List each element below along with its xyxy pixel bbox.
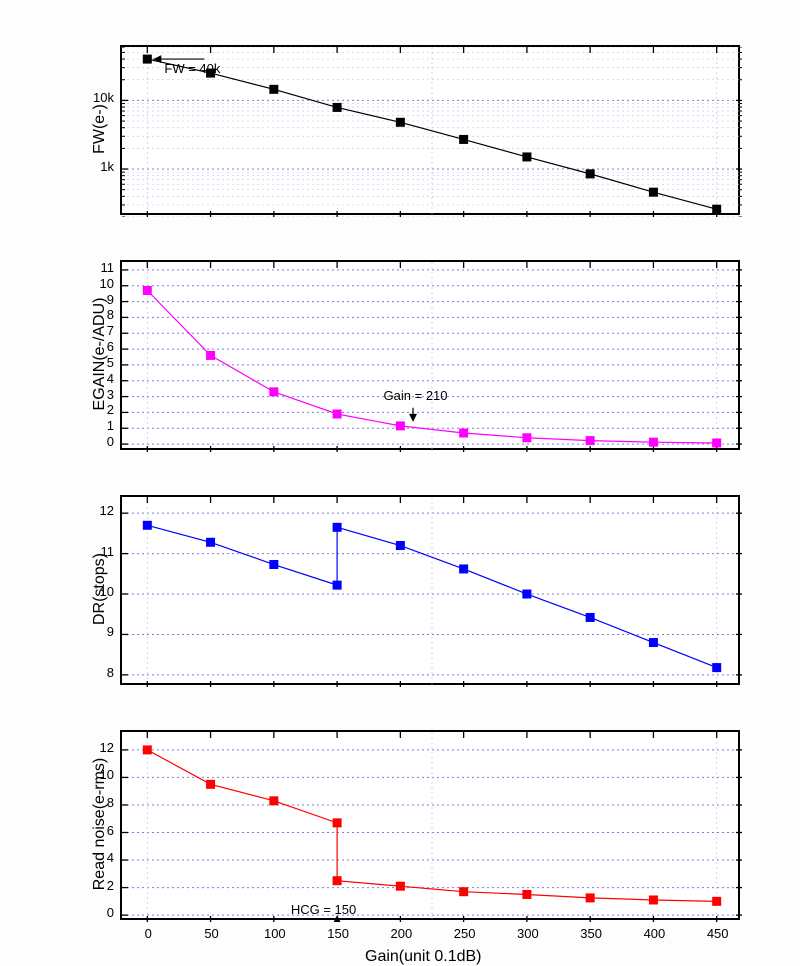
ylabel-dr: DR(stops) [91, 509, 109, 669]
ylabel-fw: FW(e-) [91, 49, 109, 209]
xtick-label: 200 [386, 926, 416, 941]
xtick-label: 0 [133, 926, 163, 941]
ylabel-readnoise: Read noise(e-rms) [91, 744, 109, 904]
panel-egain [120, 260, 740, 450]
xlabel: Gain(unit 0.1dB) [365, 948, 482, 966]
annotation-fw: FW = 40k [164, 61, 220, 76]
xtick-label: 250 [450, 926, 480, 941]
ylabel-egain: EGAIN(e-/ADU) [91, 274, 109, 434]
annotation-egain: Gain = 210 [384, 388, 448, 403]
xtick-label: 50 [197, 926, 227, 941]
xtick-label: 350 [576, 926, 606, 941]
annotation-readnoise: HCG = 150 [291, 902, 356, 917]
ytick-label: 0 [107, 905, 114, 920]
xtick-label: 100 [260, 926, 290, 941]
panel-readnoise [120, 730, 740, 920]
plot-svg-dr [122, 497, 742, 687]
panel-dr [120, 495, 740, 685]
ytick-label: 11 [101, 260, 115, 275]
xtick-label: 450 [703, 926, 733, 941]
xtick-label: 150 [323, 926, 353, 941]
xtick-label: 300 [513, 926, 543, 941]
figure-root: FW = 40k1k10kFW(e-)Gain = 21001234567891… [0, 0, 800, 960]
xtick-label: 400 [639, 926, 669, 941]
ytick-label: 0 [107, 434, 114, 449]
plot-svg-readnoise [122, 732, 742, 922]
plot-svg-egain [122, 262, 742, 452]
